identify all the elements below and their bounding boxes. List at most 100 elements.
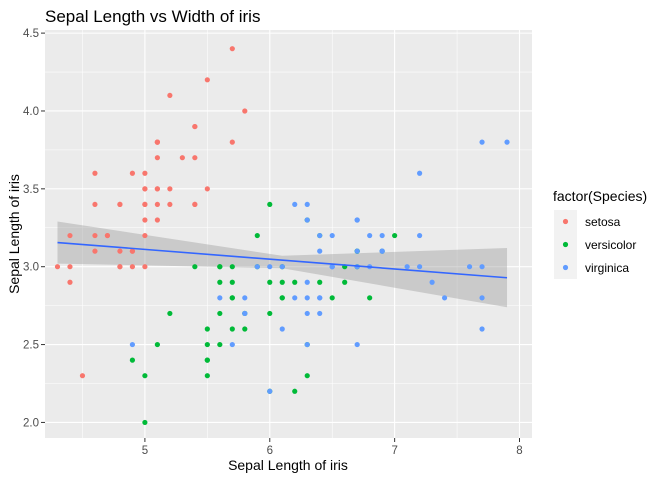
point-setosa <box>167 92 173 99</box>
y-tick-label: 3.5 <box>23 184 39 196</box>
point-versicolor <box>229 264 235 270</box>
point-versicolor <box>129 357 136 363</box>
point-setosa <box>154 217 160 223</box>
point-versicolor <box>267 310 273 317</box>
point-virginica <box>417 264 423 270</box>
point-setosa <box>179 155 185 161</box>
chart-title: Sepal Length vs Width of iris <box>45 7 260 26</box>
point-setosa <box>117 264 123 270</box>
point-virginica <box>304 201 310 208</box>
point-virginica <box>317 295 323 301</box>
point-setosa <box>67 264 73 270</box>
point-setosa <box>192 123 198 130</box>
point-setosa <box>92 170 98 176</box>
x-axis-ticks: 5 6 7 8 <box>142 438 523 457</box>
y-tick-label: 2.0 <box>23 417 39 429</box>
point-setosa <box>142 170 148 176</box>
point-virginica <box>417 170 423 176</box>
legend-title: factor(Species) <box>553 188 647 204</box>
point-virginica <box>254 264 260 270</box>
point-versicolor <box>167 310 173 317</box>
point-versicolor <box>204 341 210 348</box>
point-versicolor <box>204 373 210 379</box>
point-virginica <box>379 248 385 254</box>
point-virginica <box>479 326 485 332</box>
point-virginica <box>441 295 448 301</box>
point-virginica <box>354 341 360 348</box>
point-setosa <box>129 170 136 176</box>
point-virginica <box>504 139 510 145</box>
point-virginica <box>217 295 223 301</box>
point-virginica <box>354 217 360 223</box>
point-virginica <box>304 341 310 348</box>
point-virginica <box>417 232 423 239</box>
point-virginica <box>329 264 335 270</box>
point-versicolor <box>317 279 323 285</box>
point-versicolor <box>292 279 298 285</box>
point-versicolor <box>392 232 398 239</box>
plot-panel <box>45 30 532 438</box>
legend: factor(Species) setosa versicolor virginic… <box>553 188 647 279</box>
point-virginica <box>466 264 473 270</box>
point-setosa <box>92 201 98 208</box>
point-virginica <box>267 264 273 270</box>
point-setosa <box>54 264 61 270</box>
point-versicolor <box>192 264 198 270</box>
point-setosa <box>142 201 148 208</box>
point-versicolor <box>229 295 235 301</box>
point-setosa <box>142 186 148 192</box>
point-versicolor <box>279 295 285 301</box>
point-versicolor <box>229 326 235 332</box>
point-setosa <box>142 217 148 223</box>
point-virginica <box>292 295 298 301</box>
point-virginica <box>367 232 373 239</box>
point-setosa <box>67 279 73 285</box>
point-versicolor <box>142 419 148 426</box>
point-virginica <box>279 264 285 270</box>
point-virginica <box>304 310 310 317</box>
point-setosa <box>129 248 136 254</box>
legend-label-setosa: setosa <box>585 215 621 229</box>
point-setosa <box>142 232 148 239</box>
point-virginica <box>317 248 323 254</box>
point-virginica <box>354 248 360 254</box>
point-virginica <box>267 388 273 394</box>
point-virginica <box>329 232 335 239</box>
point-virginica <box>292 201 298 208</box>
x-tick-label: 5 <box>142 445 148 457</box>
point-setosa <box>92 232 98 239</box>
point-virginica <box>404 264 410 270</box>
point-virginica <box>429 279 435 285</box>
point-setosa <box>204 77 210 83</box>
point-versicolor <box>292 388 298 394</box>
y-axis-ticks: 2.0 2.5 3.0 3.5 4.0 4.5 <box>23 28 45 429</box>
point-setosa <box>117 248 123 254</box>
point-virginica <box>479 295 485 301</box>
point-versicolor <box>267 201 273 208</box>
legend-label-virginica: virginica <box>585 261 629 275</box>
point-versicolor <box>217 279 223 285</box>
point-versicolor <box>217 264 223 270</box>
legend-marker-versicolor <box>562 241 569 248</box>
y-axis-title: Sepal Length of iris <box>6 174 22 294</box>
regression-line-path <box>57 241 508 279</box>
point-setosa <box>242 108 248 114</box>
point-setosa <box>79 373 86 379</box>
point-versicolor <box>142 373 148 379</box>
point-virginica <box>129 341 136 348</box>
point-versicolor <box>267 279 273 285</box>
point-setosa <box>154 155 160 161</box>
point-virginica <box>317 232 323 239</box>
x-tick-label: 6 <box>267 445 273 457</box>
point-setosa <box>229 46 235 52</box>
x-axis-title: Sepal Length of iris <box>228 457 348 473</box>
x-tick-label: 8 <box>516 445 522 457</box>
point-setosa <box>142 264 148 270</box>
point-setosa <box>154 139 160 145</box>
point-setosa <box>154 186 160 192</box>
point-setosa <box>167 186 173 192</box>
point-versicolor <box>229 279 235 285</box>
point-versicolor <box>304 373 310 379</box>
point-virginica <box>242 295 248 301</box>
point-virginica <box>479 139 485 145</box>
